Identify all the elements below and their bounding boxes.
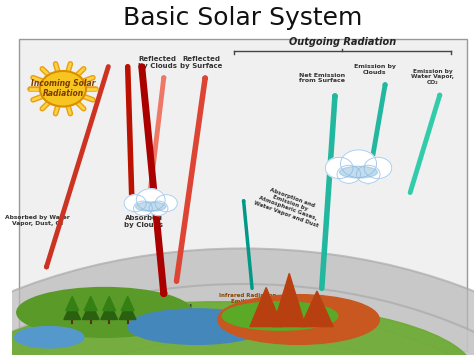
Circle shape bbox=[124, 195, 146, 212]
Text: Absorbed by Water
Vapor, Dust, O₃: Absorbed by Water Vapor, Dust, O₃ bbox=[5, 215, 70, 225]
Ellipse shape bbox=[0, 248, 474, 355]
Circle shape bbox=[325, 157, 353, 179]
Ellipse shape bbox=[128, 309, 266, 344]
Text: Reflected
by Clouds: Reflected by Clouds bbox=[138, 56, 177, 69]
Ellipse shape bbox=[15, 327, 84, 348]
Circle shape bbox=[149, 201, 168, 215]
Ellipse shape bbox=[0, 302, 474, 355]
Text: Basic Solar System: Basic Solar System bbox=[123, 6, 363, 30]
Text: Absorption and
Emission by
Atmospheric Gases,
Water Vapor and Dust: Absorption and Emission by Atmospheric G… bbox=[253, 184, 325, 228]
Ellipse shape bbox=[136, 202, 166, 211]
Ellipse shape bbox=[0, 337, 474, 355]
Ellipse shape bbox=[0, 284, 474, 355]
Polygon shape bbox=[301, 291, 333, 327]
Text: Infrared Radiation
Emitted by
Surface: Infrared Radiation Emitted by Surface bbox=[219, 293, 276, 310]
Text: Reflected
by Surface: Reflected by Surface bbox=[180, 56, 223, 69]
Ellipse shape bbox=[0, 311, 474, 355]
Ellipse shape bbox=[218, 295, 379, 344]
Ellipse shape bbox=[222, 302, 338, 330]
Polygon shape bbox=[103, 296, 116, 311]
Circle shape bbox=[40, 71, 86, 106]
Ellipse shape bbox=[339, 166, 378, 178]
Text: Net Emission
from Surface: Net Emission from Surface bbox=[299, 73, 345, 83]
Circle shape bbox=[337, 165, 361, 183]
Circle shape bbox=[364, 157, 392, 179]
Text: Absorbed
by Clouds: Absorbed by Clouds bbox=[124, 215, 163, 228]
Polygon shape bbox=[66, 296, 79, 311]
Polygon shape bbox=[273, 273, 305, 327]
Polygon shape bbox=[84, 296, 97, 311]
Text: Emission by
Water Vapor,
CO₂: Emission by Water Vapor, CO₂ bbox=[411, 69, 454, 85]
FancyBboxPatch shape bbox=[19, 39, 467, 351]
Polygon shape bbox=[250, 288, 283, 327]
Text: Emission by
Clouds: Emission by Clouds bbox=[354, 64, 396, 75]
Circle shape bbox=[137, 189, 165, 211]
Text: Absorbed
by Surface: Absorbed by Surface bbox=[153, 304, 195, 317]
Circle shape bbox=[155, 195, 177, 212]
Circle shape bbox=[134, 201, 152, 215]
Polygon shape bbox=[64, 302, 81, 320]
Polygon shape bbox=[119, 302, 136, 320]
Text: Incoming Solar
Radiation: Incoming Solar Radiation bbox=[31, 79, 95, 98]
Ellipse shape bbox=[17, 288, 192, 337]
Circle shape bbox=[356, 165, 380, 183]
Polygon shape bbox=[121, 296, 134, 311]
Polygon shape bbox=[101, 302, 118, 320]
Circle shape bbox=[340, 150, 376, 178]
Text: Outgoing Radiation: Outgoing Radiation bbox=[289, 37, 396, 47]
Polygon shape bbox=[82, 302, 99, 320]
